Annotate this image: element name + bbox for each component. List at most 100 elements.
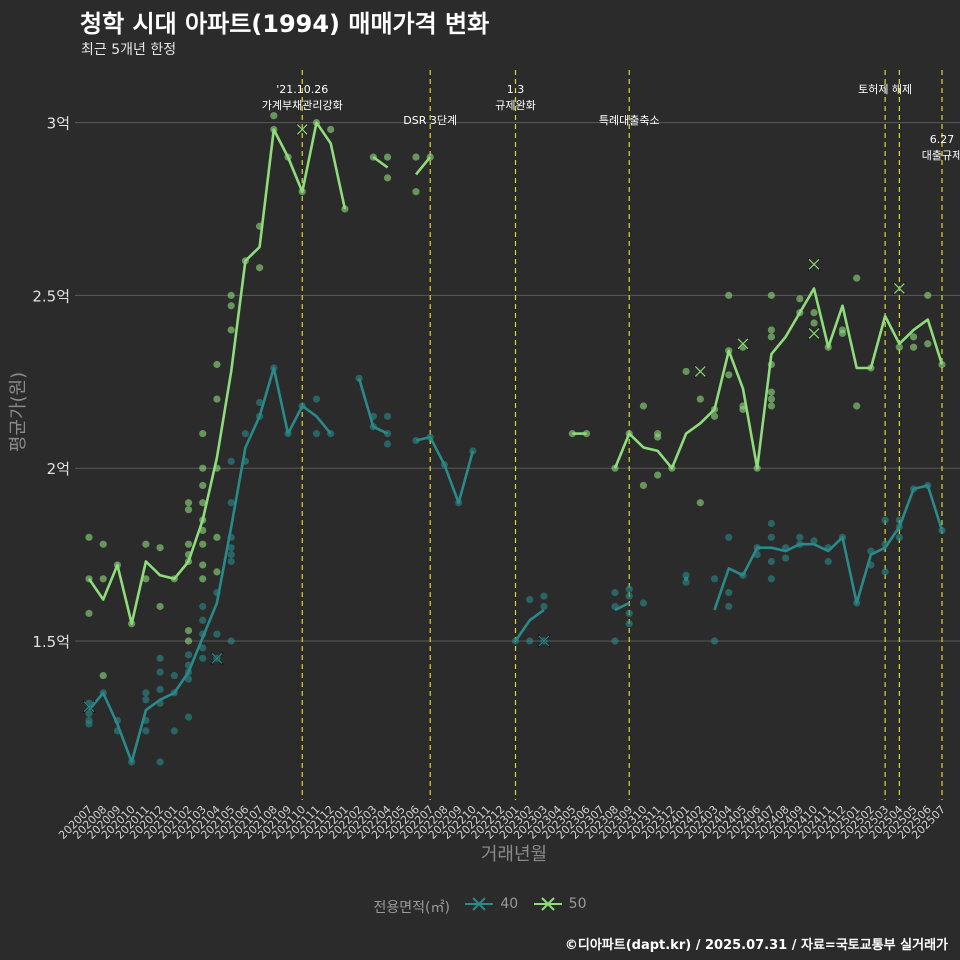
x-marker-50 xyxy=(693,364,707,378)
event-label: 토허제 해제 xyxy=(858,82,912,96)
data-point-50 xyxy=(767,388,776,396)
data-point-50 xyxy=(199,499,207,507)
data-point-50 xyxy=(696,499,704,507)
data-point-50 xyxy=(909,343,918,351)
legend-swatch-50 xyxy=(533,897,562,911)
series-line-40 xyxy=(614,601,630,612)
data-point-40 xyxy=(227,557,235,566)
data-point-50 xyxy=(213,533,221,541)
data-point-50 xyxy=(412,188,420,196)
data-point-50 xyxy=(710,412,719,420)
data-point-40 xyxy=(625,620,633,628)
series-line-50 xyxy=(372,156,389,169)
data-point-50 xyxy=(853,274,861,282)
x-marker-40 xyxy=(210,651,224,665)
y-tick-label: 3억 xyxy=(47,115,70,133)
data-point-40 xyxy=(199,616,207,624)
data-point-40 xyxy=(227,544,235,552)
data-point-40 xyxy=(767,533,776,541)
event-label: 규제완화 xyxy=(495,99,535,112)
data-point-40 xyxy=(199,644,207,652)
series-line-50 xyxy=(87,121,347,625)
x-marker-stroke xyxy=(538,635,550,647)
data-point-50 xyxy=(909,333,918,341)
series-lines xyxy=(82,121,944,764)
x-marker-stroke xyxy=(83,701,95,713)
data-point-40 xyxy=(156,668,164,676)
data-point-50 xyxy=(213,395,221,403)
legend-title: 전용면적(㎡) xyxy=(373,900,450,916)
series-line-50 xyxy=(613,287,944,470)
x-marker-50 xyxy=(295,122,309,137)
event-label: 특례대출축소 xyxy=(599,114,660,127)
data-point-50 xyxy=(767,395,776,403)
legend-item-50: 50 xyxy=(533,896,587,912)
series-line-50 xyxy=(414,156,432,176)
x-marker-40 xyxy=(537,634,551,648)
x-marker-stroke xyxy=(211,652,223,664)
data-point-40 xyxy=(383,412,392,420)
data-point-40 xyxy=(256,398,264,407)
data-point-40 xyxy=(170,671,178,680)
data-point-50 xyxy=(767,402,776,410)
data-point-50 xyxy=(853,402,861,410)
data-point-40 xyxy=(625,585,633,593)
data-point-50 xyxy=(383,174,392,182)
data-point-50 xyxy=(99,540,107,548)
data-point-50 xyxy=(184,540,193,548)
data-point-40 xyxy=(540,592,548,600)
data-point-50 xyxy=(199,481,207,490)
x-marker-stroke xyxy=(694,365,706,377)
data-point-50 xyxy=(85,609,93,617)
data-point-40 xyxy=(156,685,164,693)
data-point-50 xyxy=(184,506,193,514)
data-point-50 xyxy=(213,568,221,576)
data-point-40 xyxy=(227,499,235,507)
data-point-40 xyxy=(184,651,193,659)
data-point-40 xyxy=(85,720,93,728)
data-point-40 xyxy=(199,654,207,662)
data-point-50 xyxy=(199,561,207,569)
data-point-40 xyxy=(184,713,193,721)
data-point-40 xyxy=(710,637,719,645)
data-point-40 xyxy=(881,568,889,576)
data-point-50 xyxy=(184,637,193,645)
data-point-40 xyxy=(227,551,235,559)
data-point-40 xyxy=(611,589,619,597)
series-line-40 xyxy=(415,435,475,505)
legend-label-50: 50 xyxy=(568,896,587,912)
data-point-40 xyxy=(312,395,321,403)
data-point-50 xyxy=(156,602,164,611)
data-point-40 xyxy=(156,654,164,662)
data-point-40 xyxy=(767,557,776,566)
x-axis-label: 거래년월 xyxy=(481,844,547,865)
data-point-40 xyxy=(725,602,733,611)
series-line-40 xyxy=(713,484,944,611)
data-point-40 xyxy=(142,727,150,735)
data-point-40 xyxy=(156,758,164,766)
data-point-50 xyxy=(199,464,207,472)
data-point-50 xyxy=(924,291,932,299)
data-point-50 xyxy=(227,326,235,334)
data-point-40 xyxy=(895,533,903,541)
x-marker-50 xyxy=(807,326,821,340)
data-point-40 xyxy=(639,599,648,607)
data-point-50 xyxy=(156,544,164,552)
data-point-50 xyxy=(227,291,235,299)
event-label: 1.3 xyxy=(507,83,525,96)
y-axis-label: 평균가(원) xyxy=(8,372,29,452)
data-point-40 xyxy=(85,709,93,718)
data-point-50 xyxy=(767,333,776,341)
data-point-50 xyxy=(199,540,207,548)
data-point-50 xyxy=(184,499,193,507)
event-label: 대출규제 xyxy=(922,149,960,162)
data-point-50 xyxy=(810,309,818,317)
y-tick-label: 1.5억 xyxy=(32,633,70,651)
data-point-40 xyxy=(767,519,776,528)
data-point-50 xyxy=(199,575,207,583)
data-point-50 xyxy=(412,153,420,161)
x-marker-stroke xyxy=(296,124,308,135)
event-label: '21.10.26 xyxy=(276,83,328,96)
